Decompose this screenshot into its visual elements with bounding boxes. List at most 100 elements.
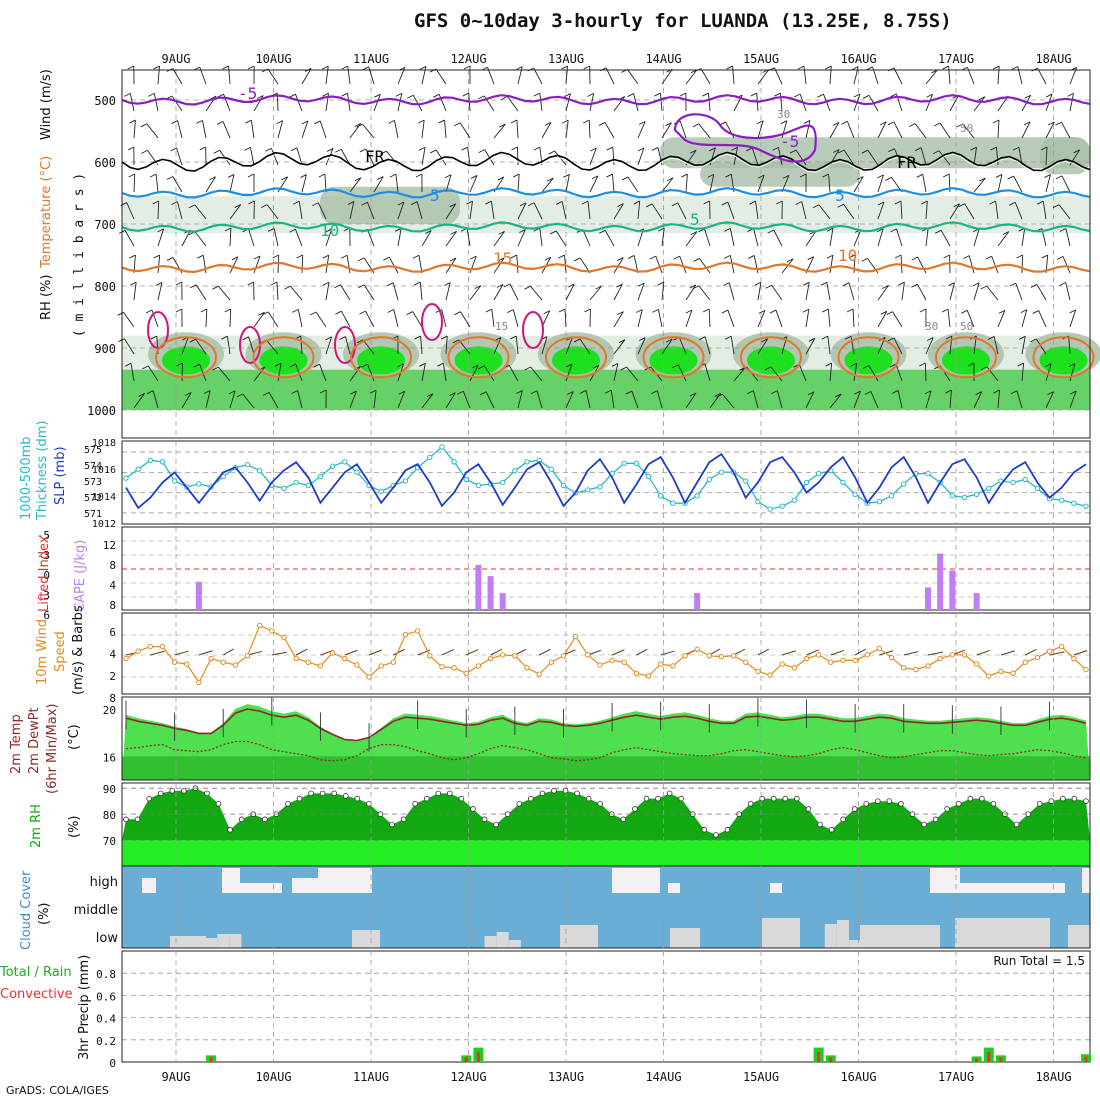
wind-barb — [564, 309, 567, 328]
wind-barb — [539, 228, 543, 247]
rh2m-point — [1036, 800, 1043, 807]
wind-barb — [722, 393, 735, 409]
wind-barb-flag — [563, 173, 570, 178]
wind-barb-flag — [850, 362, 857, 367]
wind-barb — [685, 309, 693, 328]
wind-barb — [469, 285, 482, 301]
wind10-speed-line-point — [196, 679, 202, 686]
rh2m-point — [875, 798, 881, 804]
wind-barb-flag — [864, 391, 872, 395]
wind-barb-flag — [846, 308, 854, 313]
wind-barb — [1016, 390, 1023, 409]
wind-barb — [589, 93, 595, 112]
cloud-low-bar — [229, 934, 242, 948]
upper-y-tick: 500 — [94, 94, 116, 108]
wind-barb — [155, 174, 159, 193]
wind-barb-flag — [934, 229, 942, 234]
wind-barb — [818, 204, 831, 220]
wind10-speed-line-point — [208, 655, 214, 662]
wind-barb-flag — [772, 146, 779, 151]
wind-barb — [564, 255, 567, 274]
li-tick: 0 — [43, 569, 50, 582]
wind-barb — [685, 69, 698, 85]
wind-barb-flag — [558, 308, 566, 313]
wind-barb-flag — [433, 93, 440, 98]
wind-barb — [752, 390, 759, 409]
wind-barb — [1065, 228, 1071, 247]
wind-barb-flag — [309, 311, 317, 316]
rh2m-point — [770, 795, 777, 802]
wind-barb-flag — [474, 285, 482, 290]
thickness-line-point — [1010, 479, 1016, 486]
wind-barb-flag — [313, 363, 320, 368]
wind-barb-flag — [956, 123, 964, 128]
wind-barb — [939, 122, 951, 139]
wind-barb — [613, 363, 619, 382]
wind-barb-flag — [617, 311, 624, 316]
wind-barb-flag — [564, 93, 571, 97]
rh2m-unit: (%) — [67, 816, 82, 839]
wind-barb-flag — [262, 391, 270, 396]
cape-bar — [937, 553, 944, 610]
wind-barb-flag — [1032, 310, 1039, 314]
wind-barb-flag — [627, 93, 634, 97]
wind-barb — [704, 336, 711, 355]
wind-barb-flag — [795, 201, 802, 205]
wind-barb-flag — [245, 119, 252, 124]
wind-barb-flag — [685, 309, 693, 314]
wind-barb-flag — [826, 227, 834, 232]
precip-tick: 0.8 — [96, 968, 116, 981]
wind10-speed-line-point — [293, 655, 299, 662]
rh2m-point — [342, 793, 349, 799]
rh2m-point — [458, 795, 465, 802]
wind-barb-flag — [689, 392, 697, 397]
wind-barb-flag — [247, 65, 255, 70]
wind-barb-flag — [387, 309, 394, 313]
wind-barb-flag — [386, 282, 394, 287]
wind-barb-flag — [383, 256, 390, 261]
wind10-speed-line-point — [171, 659, 178, 665]
wind-barb-flag — [990, 146, 997, 151]
wind-barb-flag — [267, 228, 275, 232]
precip-label-total: Total / Rain — [0, 965, 72, 980]
wind-barb-flag — [485, 200, 492, 205]
wind-barb — [130, 363, 135, 382]
temp-contour-minus5-loop — [673, 113, 817, 163]
wind-barb — [565, 391, 574, 409]
rh2m-point — [678, 795, 684, 802]
wind-barb-flag — [933, 122, 941, 127]
wind-barb-flag — [926, 93, 933, 98]
wind-barb — [733, 366, 746, 382]
wind10-speed-line-point — [670, 663, 676, 669]
wind-barb-flag — [1045, 93, 1053, 98]
wind-barb — [421, 147, 426, 166]
wind-barb — [229, 256, 239, 274]
wind-barb — [751, 147, 759, 166]
wind-barb — [868, 365, 879, 382]
thickness-line-point — [256, 467, 263, 474]
wind-barb-flag — [497, 176, 505, 181]
wind-barb-flag — [649, 255, 656, 260]
rh2m-point — [146, 795, 152, 802]
wind-barb-flag — [919, 308, 927, 313]
wind-barb-flag — [145, 309, 153, 314]
wind-barb-flag — [750, 92, 757, 97]
wind-barb-flag — [322, 281, 330, 286]
wind-barb — [157, 228, 165, 247]
wind-barb-flag — [426, 393, 434, 398]
upper-y-tick: 800 — [94, 280, 116, 294]
wind-barb — [421, 120, 425, 139]
wind-barb-flag — [418, 146, 426, 151]
thickness-line-point — [560, 482, 567, 489]
wind-barb-flag — [618, 339, 626, 344]
wind-barb — [1013, 175, 1023, 193]
wind-barb — [199, 364, 207, 382]
thickness-line-point — [342, 459, 348, 465]
cape-bar — [195, 581, 202, 610]
wind-barb — [194, 231, 207, 247]
wind-barb-flag — [689, 284, 697, 289]
wind-barb — [469, 201, 473, 220]
wind-barb — [924, 362, 927, 382]
wind-barb — [828, 174, 831, 193]
wind10-barb — [1025, 648, 1037, 656]
